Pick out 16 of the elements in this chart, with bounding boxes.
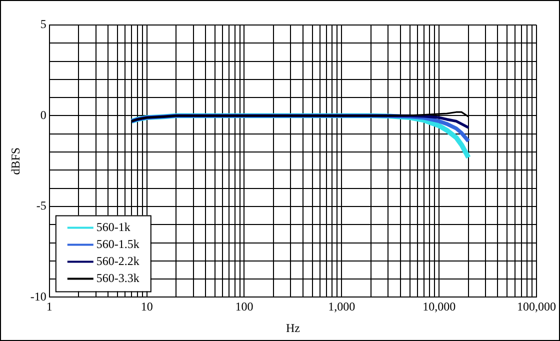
x-tick-label: 10,000 bbox=[422, 300, 456, 314]
y-tick-label: 5 bbox=[40, 17, 46, 32]
x-tick-label: 100,000 bbox=[517, 300, 556, 314]
x-tick-label: 100 bbox=[235, 300, 254, 314]
x-tick-label: 1,000 bbox=[328, 300, 356, 314]
x-tick-label: 10 bbox=[140, 300, 153, 314]
legend-label: 560-1.5k bbox=[96, 236, 140, 251]
legend-label: 560-1k bbox=[96, 220, 130, 234]
y-axis-title: dBFS bbox=[8, 147, 22, 175]
legend-label: 560-2.2k bbox=[96, 254, 140, 268]
y-tick-label: 0 bbox=[40, 108, 46, 122]
y-tick-label: -5 bbox=[36, 198, 46, 213]
legend-label: 560-3.3k bbox=[96, 270, 140, 285]
y-tick-label: -10 bbox=[30, 289, 46, 304]
x-tick-label: 1 bbox=[46, 300, 52, 314]
x-axis-title: Hz bbox=[286, 320, 300, 335]
